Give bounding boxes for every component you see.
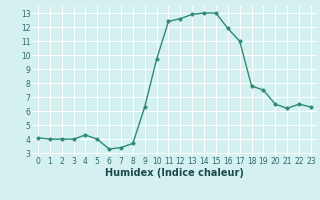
X-axis label: Humidex (Indice chaleur): Humidex (Indice chaleur)	[105, 168, 244, 178]
